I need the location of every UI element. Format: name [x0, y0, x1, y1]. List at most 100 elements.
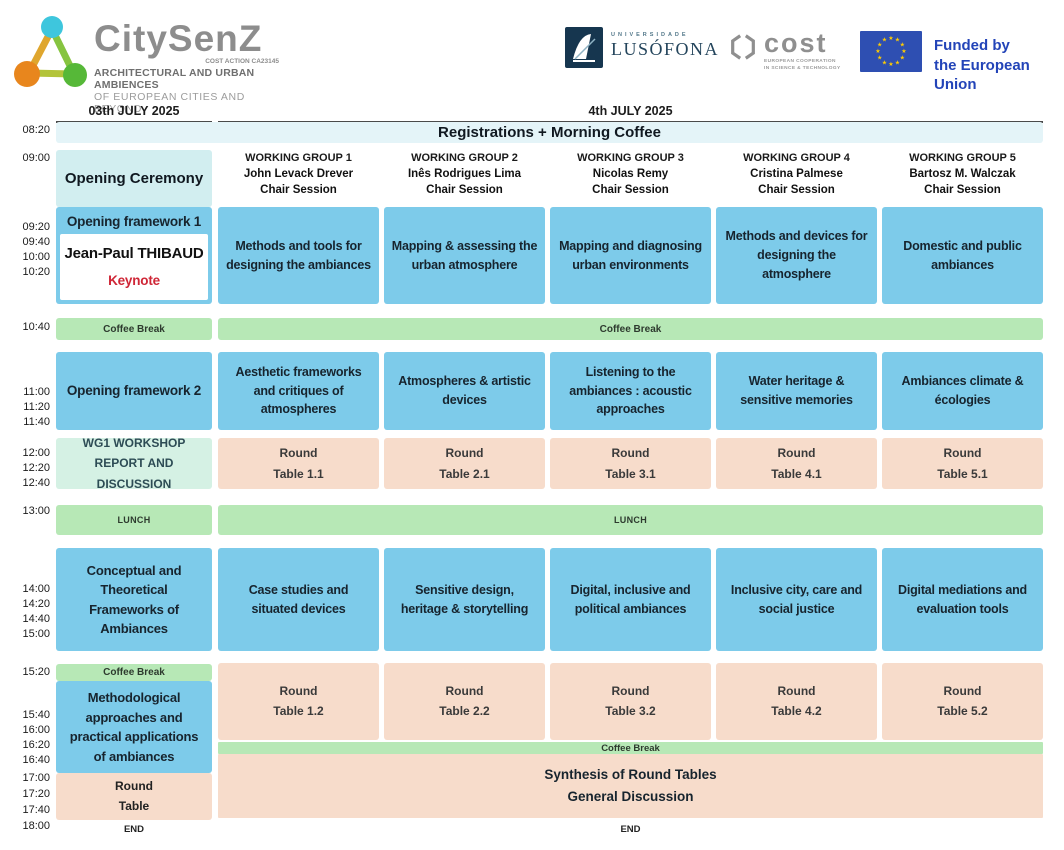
wg5-round-table-1-line-1: Round — [943, 446, 982, 461]
wg5-header: WORKING GROUP 5 Bartosz M. Walczak Chair… — [882, 150, 1043, 207]
wg4-chair-label: Chair Session — [758, 184, 835, 196]
wg1-round-table-1-line-2: Table 1.1 — [273, 466, 324, 481]
time-label: 11:00 — [23, 386, 50, 398]
time-label: 14:00 — [22, 583, 50, 595]
time-label: 15:00 — [22, 628, 50, 640]
eu-flag-icon: ★ ★ ★ ★ ★ ★ ★ ★ ★ ★ ★ ★ — [860, 31, 922, 72]
wg3-late-morning-session-cell: Listening to the ambiances : acoustic ap… — [550, 352, 711, 430]
time-label: 12:00 — [22, 447, 50, 459]
wg2-chair-name: Inês Rodrigues Lima — [407, 168, 522, 180]
time-label: 17:20 — [22, 788, 50, 800]
wg1-late-morning-session-cell: Aesthetic frameworks and critiques of at… — [218, 352, 379, 430]
lusofona-logo: UNIVERSIDADE LUSÓFONA — [611, 32, 719, 60]
wg5-round-table-2-line-1: Round — [943, 684, 982, 698]
day1-opening-ceremony-cell: Opening Ceremony — [56, 150, 212, 207]
wg2-round-table-1-line-1: Round — [445, 446, 484, 461]
wg2-header: WORKING GROUP 2 Inês Rodrigues Lima Chai… — [384, 150, 545, 207]
day1-methodological-approaches-cell: Methodological approaches and practical … — [56, 681, 212, 773]
eu-funding-line-2: the European Union — [934, 56, 1030, 94]
wg2-round-table-2-cell: Round Table 2.2 — [384, 663, 545, 740]
day1-lunch-cell: LUNCH — [56, 505, 212, 535]
svg-text:★: ★ — [888, 61, 893, 68]
time-label: 13:00 — [22, 505, 50, 517]
time-label: 11:20 — [23, 401, 50, 413]
wg4-round-table-2-line-1: Round — [777, 684, 816, 698]
wg4-afternoon-session-cell: Inclusive city, care and social justice — [716, 548, 877, 651]
wg4-column: WORKING GROUP 4 Cristina Palmese Chair S… — [716, 0, 877, 850]
svg-text:★: ★ — [900, 42, 905, 49]
day2-synthesis-cell: Synthesis of Round Tables General Discus… — [218, 754, 1043, 818]
time-label: 16:20 — [22, 739, 50, 751]
wg1-column: WORKING GROUP 1 John Levack Drever Chair… — [218, 0, 379, 850]
time-label: 17:40 — [22, 804, 50, 816]
wg4-round-table-2-cell: Round Table 4.2 — [716, 663, 877, 740]
wg3-afternoon-session-cell: Digital, inclusive and political ambianc… — [550, 548, 711, 651]
wg2-late-morning-session-cell: Atmospheres & artistic devices — [384, 352, 545, 430]
wg1-round-table-2-line-1: Round — [279, 684, 318, 698]
synthesis-line-1: Synthesis of Round Tables — [544, 767, 717, 783]
wg4-name: WORKING GROUP 4 — [743, 152, 850, 164]
svg-text:★: ★ — [895, 59, 900, 66]
wg2-morning-session-cell: Mapping & assessing the urban atmosphere — [384, 207, 545, 304]
time-label: 10:20 — [22, 266, 50, 278]
day1-conceptual-frameworks-cell: Conceptual and Theoretical Frameworks of… — [56, 548, 212, 651]
wg5-round-table-1-cell: Round Table 5.1 — [882, 438, 1043, 489]
cost-subtitle-2: IN SCIENCE & TECHNOLOGY — [764, 66, 841, 72]
wg3-column: WORKING GROUP 3 Nicolas Remy Chair Sessi… — [550, 0, 711, 850]
wg2-chair-label: Chair Session — [426, 184, 503, 196]
wg2-round-table-2-line-2: Table 2.2 — [439, 704, 490, 719]
day1-opening-framework-1-label: Opening framework 1 — [66, 214, 202, 229]
svg-text:★: ★ — [888, 35, 893, 42]
time-label: 14:20 — [22, 598, 50, 610]
wg2-round-table-2-line-1: Round — [445, 684, 484, 698]
wg5-afternoon-session-cell: Digital mediations and evaluation tools — [882, 548, 1043, 651]
wg1-round-table-1-cell: Round Table 1.1 — [218, 438, 379, 489]
wg3-chair-name: Nicolas Remy — [592, 168, 669, 180]
synthesis-line-2: General Discussion — [567, 789, 694, 804]
day1-keynote-session-cell: Opening framework 1 Jean-Paul THIBAUD Ke… — [56, 207, 212, 304]
keynote-label: Keynote — [108, 272, 160, 288]
cost-subtitle-1: EUROPEAN COOPERATION — [764, 59, 836, 65]
day1-coffee-break-2-cell: Coffee Break — [56, 664, 212, 681]
time-label: 17:00 — [22, 772, 50, 784]
time-label: 11:40 — [23, 416, 50, 428]
citysenz-subtitle-2: OF EUROPEAN CITIES AND BEYOND — [94, 91, 245, 115]
wg5-morning-session-cell: Domestic and public ambiances — [882, 207, 1043, 304]
svg-text:★: ★ — [895, 37, 900, 44]
wg2-round-table-1-cell: Round Table 2.1 — [384, 438, 545, 489]
wg4-round-table-1-cell: Round Table 4.1 — [716, 438, 877, 489]
day1-coffee-break-1-cell: Coffee Break — [56, 318, 212, 340]
svg-text:★: ★ — [877, 42, 882, 49]
eu-funding-line-1: Funded by — [934, 37, 1010, 54]
svg-text:★: ★ — [877, 55, 882, 62]
wg3-round-table-2-line-1: Round — [611, 684, 650, 698]
cost-logo: cost EUROPEAN COOPERATION IN SCIENCE & T… — [764, 29, 841, 73]
wg1-afternoon-session-cell: Case studies and situated devices — [218, 548, 379, 651]
wg1-chair-label: Chair Session — [260, 184, 337, 196]
wg4-round-table-2-line-2: Table 4.2 — [771, 704, 822, 719]
wg4-round-table-1-line-2: Table 4.1 — [771, 466, 822, 481]
lusofona-universidade-label: UNIVERSIDADE — [611, 32, 689, 38]
day2-coffee-break-1-banner: Coffee Break — [218, 318, 1043, 340]
wg3-chair-label: Chair Session — [592, 184, 669, 196]
wg3-round-table-1-line-1: Round — [611, 446, 650, 461]
wg5-chair-label: Chair Session — [924, 184, 1001, 196]
time-label: 09:00 — [22, 152, 50, 164]
wg3-round-table-1-line-2: Table 3.1 — [605, 466, 656, 481]
wg5-round-table-2-cell: Round Table 5.2 — [882, 663, 1043, 740]
day2-coffee-break-2-banner: Coffee Break — [218, 742, 1043, 754]
day2-end-label: END — [620, 824, 641, 835]
lusofona-emblem-icon — [565, 27, 603, 68]
lusofona-name-label: LUSÓFONA — [611, 39, 720, 59]
time-label: 15:40 — [22, 709, 50, 721]
wg2-afternoon-session-cell: Sensitive design, heritage & storytellin… — [384, 548, 545, 651]
wg4-late-morning-session-cell: Water heritage & sensitive memories — [716, 352, 877, 430]
time-label: 18:00 — [22, 820, 50, 832]
wg5-column: WORKING GROUP 5 Bartosz M. Walczak Chair… — [882, 0, 1043, 850]
keynote-speaker-name: Jean-Paul THIBAUD — [64, 245, 204, 263]
wg3-header: WORKING GROUP 3 Nicolas Remy Chair Sessi… — [550, 150, 711, 207]
citysenz-subtitle-1: ARCHITECTURAL AND URBAN AMBIENCES — [94, 67, 255, 91]
time-label: 12:20 — [22, 462, 50, 474]
svg-text:★: ★ — [900, 55, 905, 62]
svg-text:★: ★ — [882, 37, 887, 44]
